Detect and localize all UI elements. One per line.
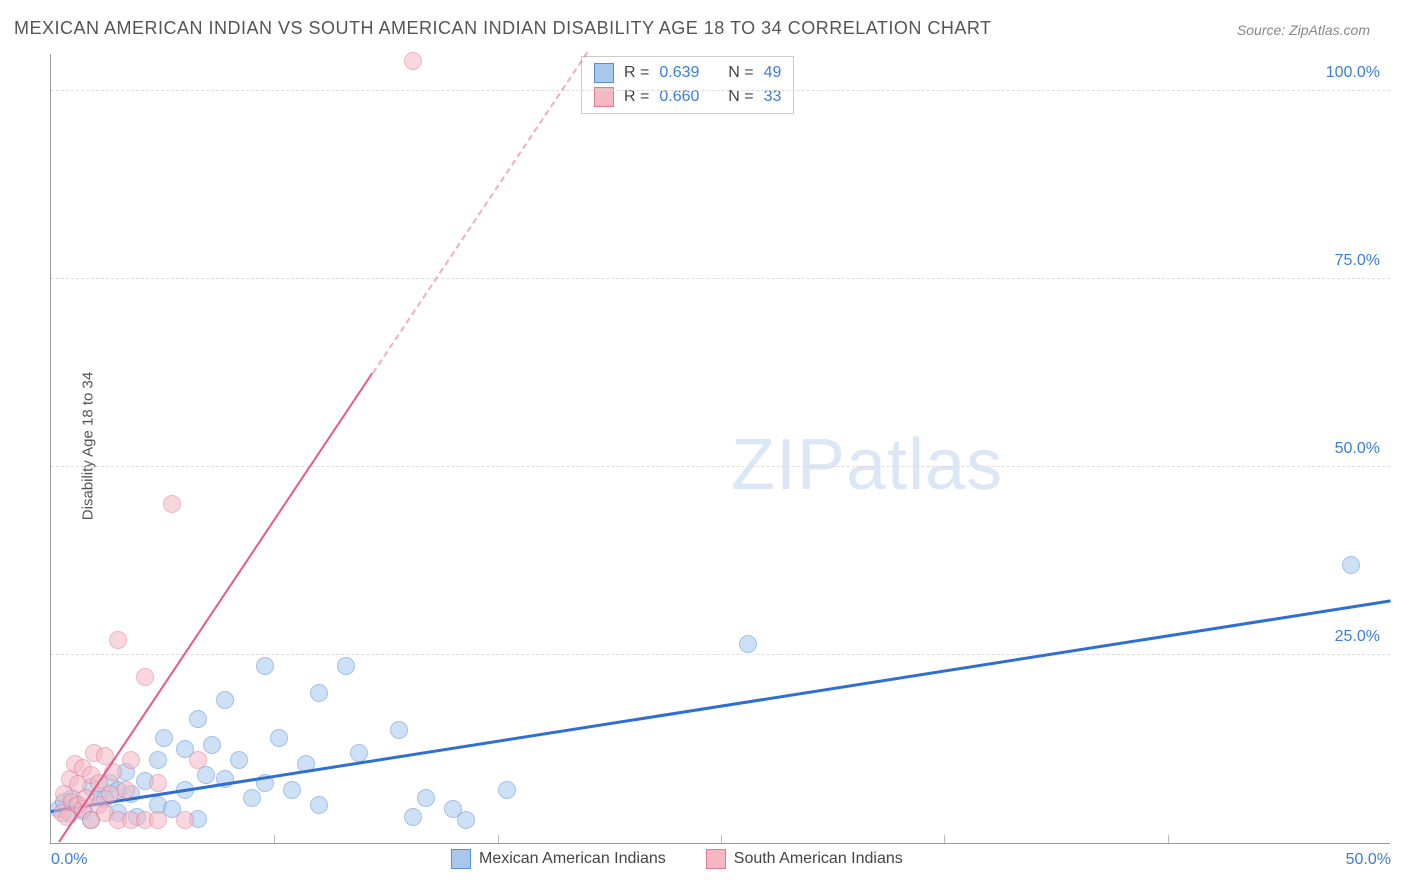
data-point <box>404 52 422 70</box>
data-point <box>283 781 301 799</box>
x-tick-label: 0.0% <box>51 851 87 869</box>
trend-line <box>58 372 373 842</box>
data-point <box>270 729 288 747</box>
stat-n-label: N = <box>728 88 753 106</box>
legend-swatch <box>594 63 614 83</box>
data-point <box>243 789 261 807</box>
gridline <box>51 654 1390 655</box>
y-tick-label: 50.0% <box>1335 440 1380 458</box>
data-point <box>337 657 355 675</box>
data-point <box>404 808 422 826</box>
data-point <box>149 774 167 792</box>
stats-row: R = 0.639 N = 49 <box>594 61 781 85</box>
x-minor-tick <box>944 835 945 843</box>
y-tick-label: 100.0% <box>1326 64 1380 82</box>
source-credit: Source: ZipAtlas.com <box>1237 22 1370 38</box>
data-point <box>417 789 435 807</box>
gridline <box>51 90 1390 91</box>
x-minor-tick <box>1168 835 1169 843</box>
x-tick-label: 50.0% <box>1346 851 1391 869</box>
trend-line <box>372 51 588 373</box>
data-point <box>155 729 173 747</box>
data-point <box>136 668 154 686</box>
stat-n-value: 49 <box>764 64 782 82</box>
legend-swatch <box>451 849 471 869</box>
data-point <box>310 684 328 702</box>
stat-r-value: 0.639 <box>659 64 699 82</box>
x-minor-tick <box>498 835 499 843</box>
data-point <box>310 796 328 814</box>
bottom-legend: Mexican American Indians South American I… <box>451 849 903 869</box>
data-point <box>189 710 207 728</box>
stat-r-value: 0.660 <box>659 88 699 106</box>
legend-label: South American Indians <box>734 850 903 868</box>
data-point <box>230 751 248 769</box>
plot-area: ZIPatlas R =0.639 N =49R =0.660 N =33 Me… <box>50 54 1390 844</box>
data-point <box>117 781 135 799</box>
legend-swatch <box>706 849 726 869</box>
x-minor-tick <box>721 835 722 843</box>
legend-item: South American Indians <box>706 849 903 869</box>
data-point <box>163 495 181 513</box>
data-point <box>189 751 207 769</box>
x-minor-tick <box>274 835 275 843</box>
data-point <box>457 811 475 829</box>
data-point <box>390 721 408 739</box>
data-point <box>216 691 234 709</box>
chart-title: MEXICAN AMERICAN INDIAN VS SOUTH AMERICA… <box>14 18 992 39</box>
data-point <box>739 635 757 653</box>
data-point <box>203 736 221 754</box>
stats-legend-box: R = 0.639 N = 49 R = 0.660 N = 33 <box>581 56 794 114</box>
stat-n-value: 33 <box>764 88 782 106</box>
data-point <box>256 657 274 675</box>
y-tick-label: 75.0% <box>1335 252 1380 270</box>
data-point <box>176 811 194 829</box>
y-tick-label: 25.0% <box>1335 628 1380 646</box>
data-point <box>350 744 368 762</box>
data-point <box>498 781 516 799</box>
stat-n-label: N = <box>728 64 753 82</box>
legend-item: Mexican American Indians <box>451 849 666 869</box>
gridline <box>51 466 1390 467</box>
data-point <box>149 751 167 769</box>
data-point <box>109 631 127 649</box>
legend-label: Mexican American Indians <box>479 850 666 868</box>
stats-row: R = 0.660 N = 33 <box>594 85 781 109</box>
data-point <box>149 811 167 829</box>
data-point <box>122 751 140 769</box>
data-point <box>1342 556 1360 574</box>
gridline <box>51 278 1390 279</box>
trend-line <box>51 600 1391 813</box>
stat-r-label: R = <box>624 88 649 106</box>
stat-r-label: R = <box>624 64 649 82</box>
